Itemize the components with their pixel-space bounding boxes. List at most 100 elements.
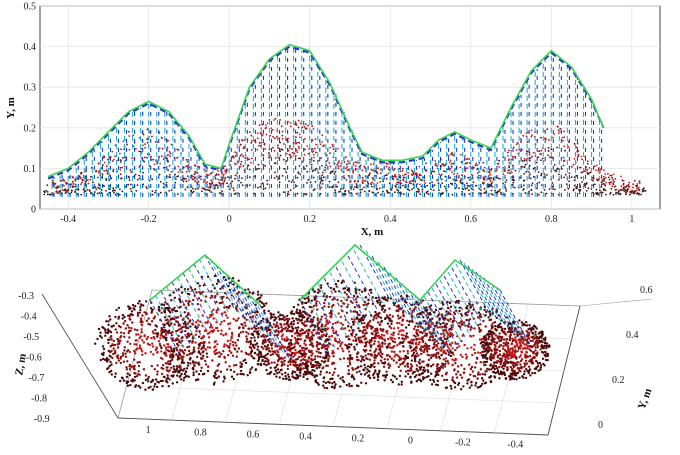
red-cloud-point bbox=[217, 173, 220, 176]
red-cloud-point bbox=[63, 180, 66, 182]
3d-cloud-point bbox=[213, 346, 216, 349]
3d-cloud-point bbox=[211, 359, 214, 362]
3d-cloud-point bbox=[126, 350, 129, 353]
3d-cloud-point bbox=[128, 317, 131, 320]
red-cloud-point bbox=[265, 124, 267, 126]
red-cloud-point bbox=[354, 179, 356, 182]
3d-cloud-point bbox=[302, 367, 305, 370]
3d-cloud-point bbox=[436, 379, 439, 383]
ground-point bbox=[338, 191, 340, 193]
3d-cloud-point bbox=[224, 333, 227, 336]
red-cloud-point bbox=[296, 141, 299, 144]
3d-cloud-point bbox=[439, 365, 443, 368]
ground-point bbox=[459, 181, 462, 183]
red-cloud-point bbox=[394, 173, 396, 176]
ground-point bbox=[105, 177, 107, 180]
3d-cloud-point bbox=[231, 277, 235, 280]
red-cloud-point bbox=[224, 169, 227, 172]
ground-point bbox=[94, 186, 97, 189]
3d-cloud-point bbox=[381, 345, 384, 348]
3d-cloud-point bbox=[390, 320, 393, 323]
3d-cloud-point bbox=[340, 299, 343, 303]
3d-cloud-point bbox=[132, 365, 135, 368]
ground-point bbox=[399, 179, 402, 182]
3d-cloud-point bbox=[131, 303, 135, 307]
3d-cloud-point bbox=[396, 321, 399, 325]
red-cloud-point bbox=[320, 157, 322, 159]
ground-point bbox=[241, 184, 244, 187]
red-cloud-point bbox=[448, 169, 451, 171]
3d-cloud-point bbox=[278, 376, 281, 379]
3d-cloud-point bbox=[265, 302, 268, 305]
3d-cloud-point bbox=[292, 346, 295, 349]
red-cloud-point bbox=[280, 125, 283, 128]
ground-point bbox=[609, 193, 611, 195]
3d-cloud-point bbox=[378, 347, 382, 350]
red-cloud-point bbox=[632, 191, 635, 194]
ground-point bbox=[595, 188, 598, 191]
red-cloud-point bbox=[321, 141, 323, 143]
3d-cloud-point bbox=[99, 331, 102, 334]
red-cloud-point bbox=[345, 156, 347, 159]
3d-cloud-point bbox=[445, 378, 449, 382]
3d-cloud-point bbox=[376, 378, 380, 382]
3d-cloud-point bbox=[331, 322, 335, 326]
3d-cloud-point bbox=[262, 302, 265, 306]
red-cloud-point bbox=[97, 162, 100, 165]
3d-cloud-point bbox=[428, 311, 432, 315]
3d-cloud-point bbox=[437, 313, 440, 316]
3d-cloud-point bbox=[439, 323, 442, 326]
ground-point bbox=[127, 183, 130, 186]
ground-point bbox=[578, 183, 581, 186]
ground-point bbox=[550, 148, 553, 151]
red-cloud-point bbox=[239, 165, 242, 168]
red-cloud-point bbox=[369, 182, 372, 185]
ground-point bbox=[461, 182, 464, 184]
3d-cloud-point bbox=[212, 317, 215, 320]
3d-cloud-point bbox=[324, 347, 327, 351]
ground-point bbox=[184, 188, 187, 191]
3d-cloud-point bbox=[99, 334, 102, 338]
3d-cloud-point bbox=[439, 346, 443, 349]
3d-cloud-point bbox=[406, 349, 409, 353]
3d-cloud-point bbox=[475, 361, 478, 364]
red-cloud-point bbox=[597, 169, 600, 172]
red-cloud-point bbox=[592, 179, 594, 182]
red-cloud-point bbox=[237, 160, 240, 163]
3d-cloud-point bbox=[188, 320, 191, 323]
red-cloud-point bbox=[278, 137, 280, 140]
3d-cloud-point bbox=[222, 350, 225, 353]
3d-cloud-point bbox=[472, 348, 476, 351]
3d-cloud-point bbox=[326, 282, 329, 285]
3d-cloud-point bbox=[280, 335, 283, 338]
3d-cloud-point bbox=[386, 329, 389, 333]
red-cloud-point bbox=[313, 156, 315, 159]
3d-cloud-point bbox=[454, 301, 457, 304]
3d-cloud-point bbox=[116, 354, 120, 357]
red-cloud-point bbox=[376, 182, 379, 184]
3d-cloud-point bbox=[180, 330, 183, 334]
red-cloud-point bbox=[293, 152, 296, 155]
3d-cloud-point bbox=[176, 374, 179, 377]
3d-cloud-point bbox=[141, 381, 145, 385]
3d-cloud-point bbox=[400, 383, 403, 386]
ground-point bbox=[408, 189, 411, 192]
3d-cloud-point bbox=[412, 338, 416, 342]
3d-cloud-point bbox=[467, 322, 471, 326]
3d-cloud-point bbox=[213, 381, 216, 384]
red-cloud-point bbox=[218, 181, 221, 184]
3d-cloud-point bbox=[292, 312, 296, 316]
3d-cloud-point bbox=[310, 299, 313, 302]
3d-cloud-point bbox=[185, 367, 189, 370]
red-cloud-point bbox=[377, 167, 379, 170]
red-cloud-point bbox=[461, 174, 464, 177]
red-cloud-point bbox=[112, 168, 115, 171]
ground-point bbox=[192, 187, 194, 190]
ground-point bbox=[209, 185, 212, 188]
3d-cloud-point bbox=[415, 364, 419, 367]
3d-cloud-point bbox=[351, 331, 354, 334]
3d-cloud-point bbox=[296, 376, 300, 380]
ground-point bbox=[307, 152, 310, 155]
3d-cloud-point bbox=[311, 338, 314, 341]
3d-cloud-point bbox=[347, 372, 350, 375]
